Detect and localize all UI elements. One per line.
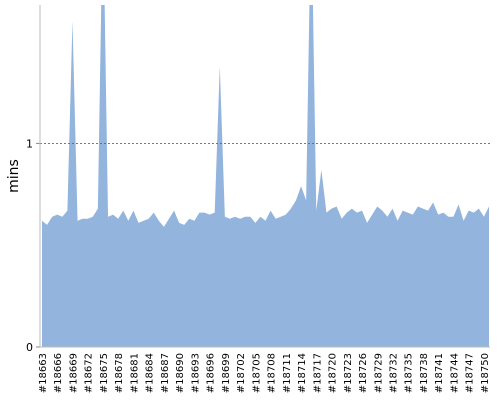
- x-tick-label: #18684: [145, 353, 156, 393]
- x-tick-label: #18702: [236, 353, 247, 393]
- x-tick-label: #18708: [267, 353, 278, 393]
- y-axis-label: mins: [6, 159, 22, 193]
- y-tick-label: 1: [26, 137, 33, 150]
- x-tick-label: #18693: [190, 353, 201, 393]
- x-tick-label: #18744: [449, 353, 460, 393]
- x-tick-label: #18747: [465, 353, 476, 393]
- x-tick-label: #18711: [282, 353, 293, 393]
- x-tick-label: #18732: [388, 353, 399, 393]
- x-tick-label: #18750: [480, 353, 491, 393]
- x-tick-label: #18690: [175, 353, 186, 393]
- x-tick-label: #18720: [328, 353, 339, 393]
- x-tick-label: #18675: [99, 353, 110, 393]
- x-tick-label: #18729: [373, 353, 384, 393]
- x-tick-label: #18681: [129, 353, 140, 393]
- x-tick-label: #18672: [84, 353, 95, 393]
- x-tick-label: #18663: [38, 353, 49, 393]
- x-tick-label: #18723: [343, 353, 354, 393]
- x-tick-label: #18696: [206, 353, 217, 393]
- x-tick-label: #18726: [358, 353, 369, 393]
- x-tick-label: #18717: [312, 353, 323, 393]
- x-tick-label: #18738: [419, 353, 430, 393]
- x-tick-label: #18678: [114, 353, 125, 393]
- x-tick-label: #18705: [251, 353, 262, 393]
- x-tick-label: #18669: [68, 353, 79, 393]
- x-tick-label: #18687: [160, 353, 171, 393]
- x-tick-label: #18735: [404, 353, 415, 393]
- x-tick-label: #18699: [221, 353, 232, 393]
- x-tick-label: #18714: [297, 353, 308, 393]
- y-tick-label: 0: [26, 341, 33, 354]
- x-tick-label: #18666: [53, 353, 64, 393]
- x-tick-label: #18741: [434, 353, 445, 393]
- area: [42, 5, 489, 347]
